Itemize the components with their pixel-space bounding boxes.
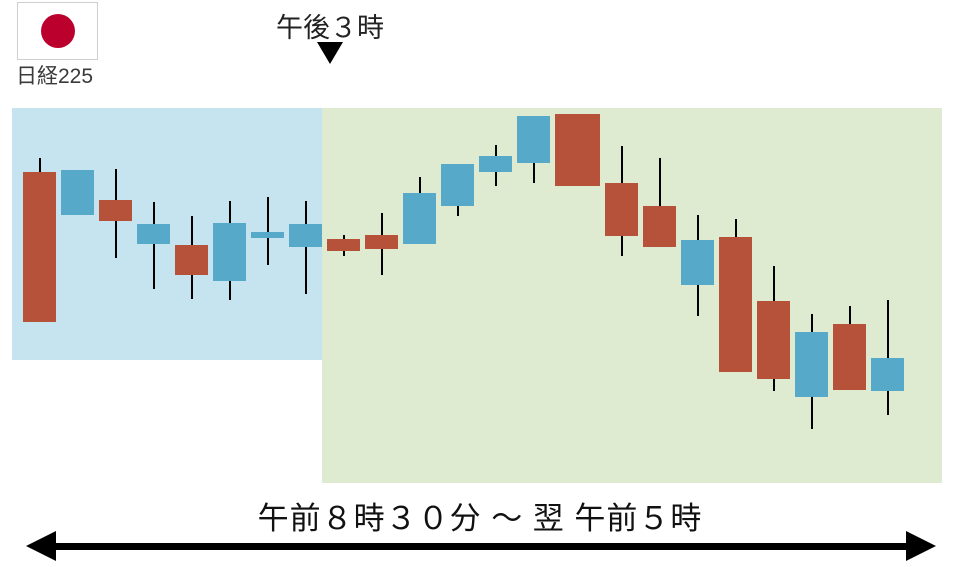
candle-body	[137, 224, 170, 244]
candle-body	[871, 358, 904, 391]
candle-body	[605, 183, 638, 236]
candle-body	[327, 239, 360, 251]
candle-body	[23, 172, 56, 322]
candle-body	[403, 193, 436, 244]
candle-wick	[267, 197, 269, 265]
time-axis-line	[54, 543, 908, 550]
candle-body	[795, 332, 828, 397]
candle-body	[517, 116, 550, 163]
candle-body	[175, 245, 208, 275]
candle-body	[441, 164, 474, 206]
arrow-left-icon	[26, 531, 56, 561]
candle-body	[61, 170, 94, 215]
candle-body	[719, 237, 752, 372]
trading-hours-label: 午前８時３０分 ～ 翌 午前５時	[258, 493, 703, 538]
arrow-right-icon	[906, 531, 936, 561]
candlestick-chart	[0, 0, 960, 567]
candle-body	[833, 324, 866, 390]
candle-body	[365, 235, 398, 249]
candle-body	[99, 200, 132, 221]
candle-body	[757, 301, 790, 379]
candle-body	[555, 114, 600, 186]
candle-body	[289, 224, 322, 247]
candle-body	[643, 206, 676, 247]
candle-wick	[153, 202, 155, 289]
candle-wick	[305, 201, 307, 294]
candle-body	[251, 232, 284, 238]
candle-body	[479, 156, 512, 172]
candle-body	[213, 223, 246, 281]
candle-body	[681, 240, 714, 285]
